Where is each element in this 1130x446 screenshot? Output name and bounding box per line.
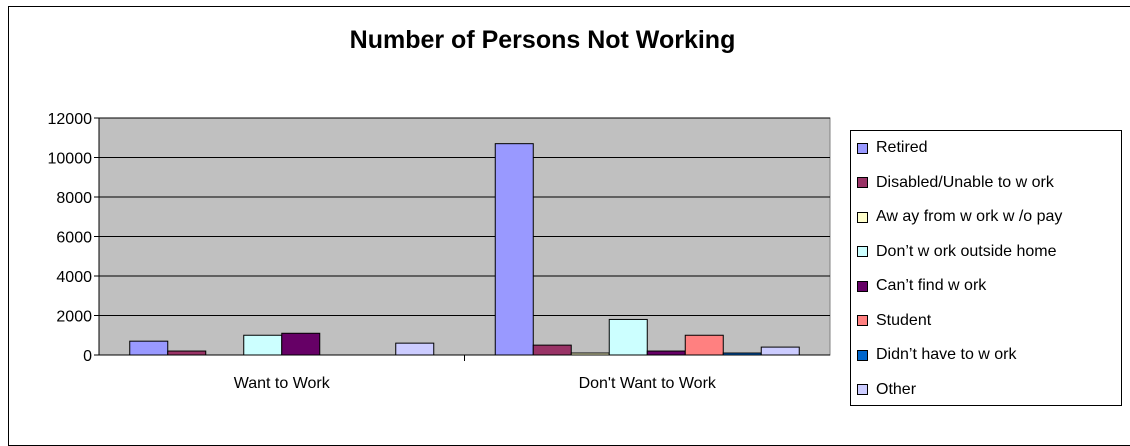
bar — [722, 352, 762, 356]
legend-item: Retired — [857, 137, 928, 159]
legend-swatch — [857, 211, 868, 223]
legend-item: Can’t find w ork — [857, 275, 986, 297]
y-tick-label: 12000 — [48, 111, 93, 128]
bar — [129, 340, 169, 356]
legend-item: Other — [857, 379, 916, 401]
legend-swatch — [857, 177, 868, 188]
y-tick-label: 6000 — [56, 230, 92, 247]
x-tick-label: Don't Want to Work — [579, 375, 717, 392]
legend-label: Retired — [876, 139, 928, 156]
bar — [646, 350, 686, 356]
chart-title: Number of Persons Not Working — [349, 26, 736, 54]
plot-area: 0 2000 4000 6000 8000 10000 12000 Want to Work D… — [48, 111, 831, 392]
legend-label: Disabled/Unable to w ork — [876, 173, 1054, 191]
legend-swatch — [857, 246, 868, 257]
y-tick-label: 0 — [83, 348, 92, 365]
legend-label: Don’t w ork outside home — [876, 242, 1057, 260]
legend-item: Student — [857, 310, 931, 332]
legend-swatch — [857, 315, 868, 326]
bar — [167, 350, 207, 356]
bar — [608, 318, 648, 356]
bar — [684, 334, 724, 356]
legend-item: Aw ay from w ork w /o pay — [857, 206, 1062, 228]
legend-label: Didn’t have to w ork — [876, 346, 1017, 363]
legend-item: Didn’t have to w ork — [857, 344, 1017, 366]
bar — [395, 342, 435, 356]
legend: Retired Disabled/Unable to w ork Aw ay fro… — [850, 130, 1122, 406]
bar — [532, 344, 572, 356]
y-tick-label: 4000 — [56, 269, 92, 286]
bar — [243, 334, 283, 356]
y-tick-label: 10000 — [48, 151, 93, 168]
legend-item: Disabled/Unable to w ork — [857, 172, 1054, 194]
y-tick-label: 2000 — [56, 309, 92, 326]
legend-label: Aw ay from w ork w /o pay — [876, 208, 1063, 225]
y-tick-label: 8000 — [56, 190, 92, 207]
legend-swatch — [857, 384, 868, 395]
bar — [494, 143, 534, 356]
bar — [760, 346, 800, 356]
legend-label: Other — [876, 380, 917, 398]
legend-label: Student — [876, 311, 932, 329]
legend-swatch — [857, 142, 868, 154]
x-tick-label: Want to Work — [234, 375, 331, 392]
bar — [570, 352, 610, 356]
legend-label: Can’t find w ork — [876, 277, 987, 294]
legend-item: Don’t w ork outside home — [857, 241, 1057, 263]
legend-swatch — [857, 349, 868, 361]
bar — [281, 332, 321, 356]
legend-swatch — [857, 280, 868, 292]
